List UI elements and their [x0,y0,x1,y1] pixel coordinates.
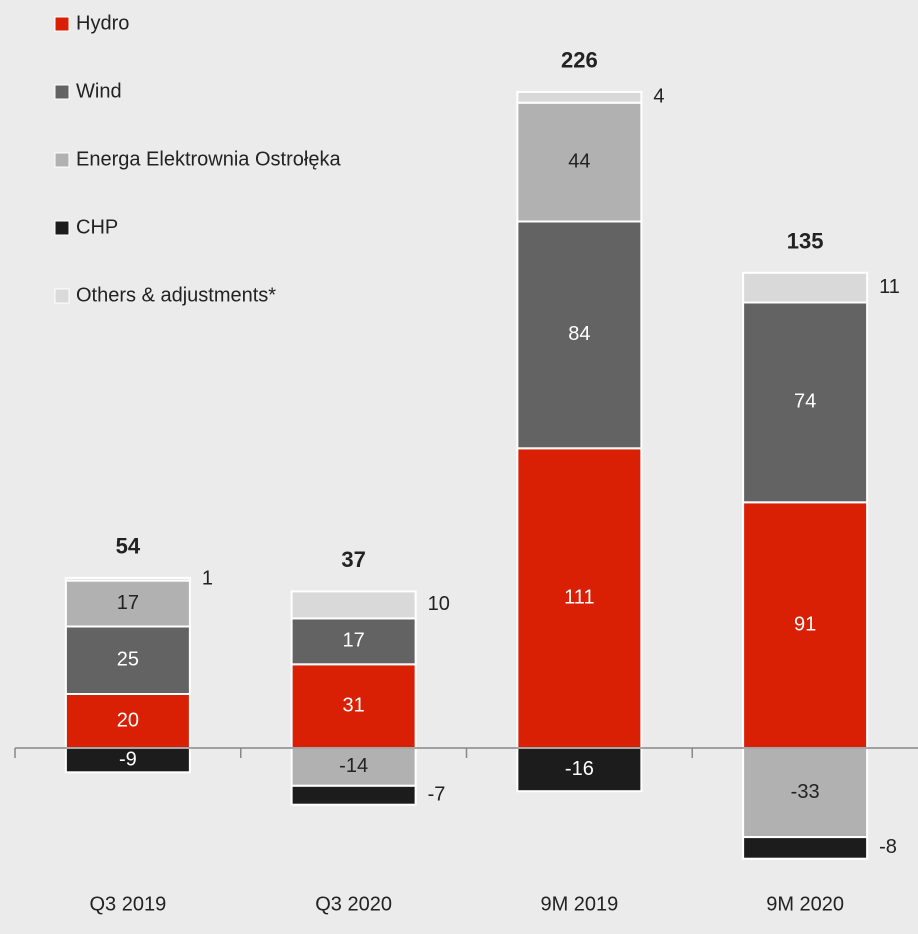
total-label: 37 [341,547,365,572]
bar-segment [742,501,869,749]
data-label: 4 [653,86,664,108]
legend-swatch [54,152,70,168]
total-label: 135 [787,229,824,254]
data-label: 91 [794,613,816,635]
bar-segment [290,590,417,620]
data-label: -14 [339,755,368,777]
legend-swatch [54,220,70,236]
bar-segment [64,693,191,749]
x-tick-label: Q3 2019 [90,893,167,915]
data-label: 74 [794,391,816,413]
bar-segment [742,301,869,504]
data-label: 20 [117,709,139,731]
total-label: 54 [116,534,141,559]
legend-swatch [54,16,70,32]
legend-swatch [54,288,70,304]
bar-segment [516,90,643,104]
data-label: 111 [564,586,594,608]
legend-label: Hydro [76,12,129,34]
data-label: 31 [343,694,365,716]
data-label: 1 [202,568,213,590]
bar-segment [742,836,869,860]
bar-segment [516,447,643,749]
x-tick-label: Q3 2020 [315,893,392,915]
legend-label: Energa Elektrownia Ostrołęka [76,148,341,170]
data-label: -9 [119,748,137,770]
data-label: 10 [428,593,450,615]
bar-segment [516,220,643,450]
bar-segment [516,101,643,223]
data-label: -7 [428,784,446,806]
total-label: 226 [561,48,598,73]
data-label: -16 [565,758,594,780]
data-label: 17 [117,592,139,614]
legend-label: Others & adjustments* [76,284,276,306]
bar-segment [516,747,643,793]
bar-segment [64,576,191,582]
bar-segment [64,625,191,695]
x-tick-label: 9M 2019 [540,893,618,915]
legend-swatch [54,84,70,100]
bar-segment [64,747,191,774]
bar-segment [290,784,417,806]
data-label: 11 [879,276,900,298]
legend-label: CHP [76,216,118,238]
legend-label: Wind [76,80,122,102]
data-label: 44 [568,150,590,172]
data-label: -33 [791,781,820,803]
data-label: 25 [117,649,139,671]
data-label: 84 [568,323,590,345]
bar-segment [742,271,869,304]
data-label: 17 [343,630,365,652]
bar-segment [290,617,417,666]
x-tick-label: 9M 2020 [766,893,844,915]
data-label: -8 [879,836,897,858]
